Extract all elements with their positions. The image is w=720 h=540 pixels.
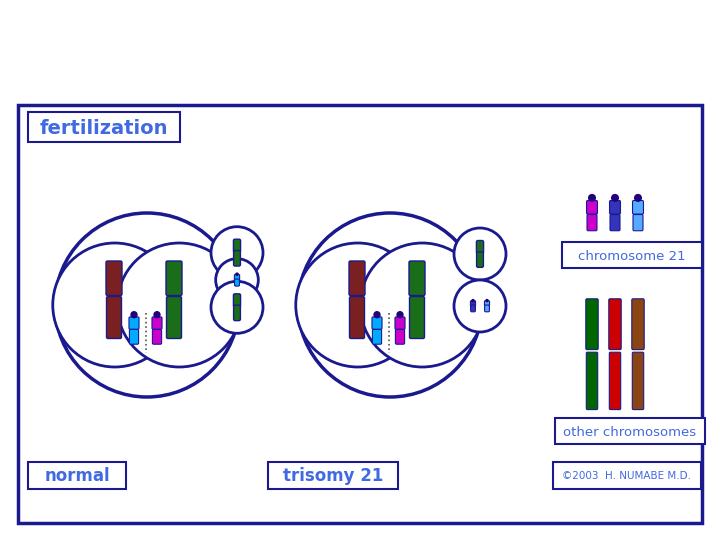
- FancyBboxPatch shape: [235, 274, 240, 280]
- FancyBboxPatch shape: [235, 279, 240, 286]
- FancyBboxPatch shape: [18, 105, 702, 523]
- Text: fertilization: fertilization: [40, 118, 168, 138]
- Circle shape: [454, 228, 506, 280]
- Text: trisomy 21: trisomy 21: [283, 467, 383, 485]
- FancyBboxPatch shape: [485, 301, 490, 307]
- Circle shape: [53, 243, 177, 367]
- Circle shape: [397, 312, 403, 318]
- FancyBboxPatch shape: [410, 296, 425, 339]
- Circle shape: [296, 243, 420, 367]
- FancyBboxPatch shape: [166, 296, 181, 339]
- Circle shape: [454, 280, 506, 332]
- Circle shape: [612, 194, 618, 201]
- FancyBboxPatch shape: [268, 462, 398, 489]
- FancyBboxPatch shape: [610, 200, 621, 214]
- Text: ©2003  H. NUMABE M.D.: ©2003 H. NUMABE M.D.: [562, 471, 691, 481]
- FancyBboxPatch shape: [633, 214, 643, 231]
- FancyBboxPatch shape: [349, 261, 365, 295]
- FancyBboxPatch shape: [587, 200, 598, 214]
- FancyBboxPatch shape: [107, 296, 122, 339]
- FancyBboxPatch shape: [587, 214, 597, 231]
- FancyBboxPatch shape: [471, 305, 475, 312]
- Circle shape: [589, 194, 595, 201]
- FancyBboxPatch shape: [555, 418, 705, 444]
- FancyBboxPatch shape: [129, 317, 139, 329]
- Circle shape: [298, 213, 482, 397]
- FancyBboxPatch shape: [106, 261, 122, 295]
- FancyBboxPatch shape: [632, 352, 644, 410]
- FancyBboxPatch shape: [409, 261, 425, 295]
- FancyBboxPatch shape: [609, 352, 621, 410]
- FancyBboxPatch shape: [166, 261, 182, 295]
- FancyBboxPatch shape: [233, 251, 240, 266]
- FancyBboxPatch shape: [395, 329, 405, 344]
- Circle shape: [216, 259, 258, 301]
- FancyBboxPatch shape: [610, 214, 620, 231]
- FancyBboxPatch shape: [349, 296, 364, 339]
- Circle shape: [55, 213, 239, 397]
- Circle shape: [211, 227, 263, 279]
- FancyBboxPatch shape: [233, 239, 240, 252]
- FancyBboxPatch shape: [152, 317, 162, 329]
- Circle shape: [374, 312, 380, 318]
- Circle shape: [154, 312, 160, 318]
- Circle shape: [211, 281, 263, 333]
- FancyBboxPatch shape: [395, 317, 405, 329]
- Text: chromosome 21: chromosome 21: [578, 249, 686, 262]
- Circle shape: [117, 243, 241, 367]
- FancyBboxPatch shape: [553, 462, 701, 489]
- FancyBboxPatch shape: [233, 294, 240, 307]
- FancyBboxPatch shape: [477, 240, 484, 254]
- Circle shape: [236, 273, 238, 275]
- FancyBboxPatch shape: [233, 305, 240, 321]
- Circle shape: [634, 194, 642, 201]
- Circle shape: [131, 312, 137, 318]
- Circle shape: [472, 300, 474, 302]
- FancyBboxPatch shape: [470, 301, 475, 307]
- FancyBboxPatch shape: [609, 299, 621, 349]
- Circle shape: [360, 243, 485, 367]
- FancyBboxPatch shape: [562, 242, 702, 268]
- FancyBboxPatch shape: [586, 352, 598, 410]
- FancyBboxPatch shape: [586, 299, 598, 349]
- FancyBboxPatch shape: [632, 299, 644, 349]
- FancyBboxPatch shape: [477, 252, 483, 267]
- FancyBboxPatch shape: [28, 112, 180, 142]
- Circle shape: [486, 300, 488, 302]
- FancyBboxPatch shape: [153, 329, 161, 344]
- FancyBboxPatch shape: [633, 200, 644, 214]
- Text: other chromosomes: other chromosomes: [564, 426, 696, 438]
- FancyBboxPatch shape: [372, 317, 382, 329]
- Text: normal: normal: [44, 467, 110, 485]
- FancyBboxPatch shape: [130, 329, 139, 344]
- FancyBboxPatch shape: [372, 329, 382, 344]
- FancyBboxPatch shape: [28, 462, 126, 489]
- FancyBboxPatch shape: [485, 305, 490, 312]
